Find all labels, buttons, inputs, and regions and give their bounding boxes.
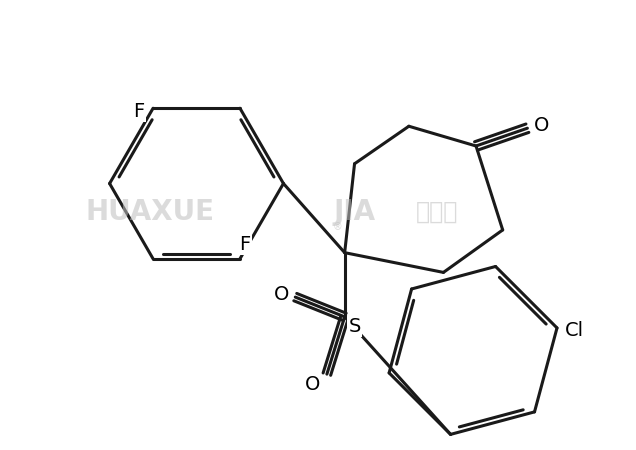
Text: O: O — [305, 374, 321, 393]
Text: Cl: Cl — [565, 321, 584, 340]
Text: F: F — [239, 235, 251, 254]
Text: HUAXUE: HUAXUE — [86, 198, 214, 225]
Text: 化学加: 化学加 — [415, 200, 458, 224]
Text: S: S — [349, 317, 361, 336]
Text: O: O — [534, 116, 549, 135]
Text: O: O — [273, 285, 289, 304]
Text: JIA: JIA — [334, 198, 376, 225]
Text: ®: ® — [333, 222, 342, 232]
Text: F: F — [134, 102, 145, 121]
